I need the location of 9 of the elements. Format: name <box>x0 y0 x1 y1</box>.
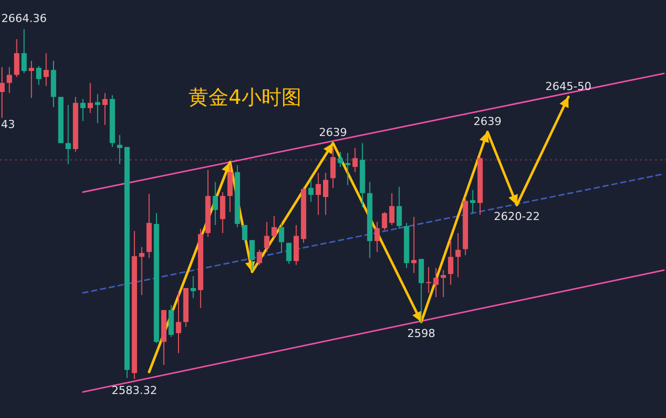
annotation: 2583.32 <box>112 384 158 397</box>
annotation: 2645-50 <box>545 80 592 93</box>
annotation: 2639 <box>473 114 502 128</box>
text: 黄金4小时图 <box>188 85 302 109</box>
annotation: 2639 <box>319 126 347 140</box>
annotation: 2664.36 <box>1 12 47 25</box>
annotation: 2620-22 <box>494 210 540 224</box>
annotation: 2598 <box>407 326 436 340</box>
annotation: 43 <box>1 118 15 131</box>
